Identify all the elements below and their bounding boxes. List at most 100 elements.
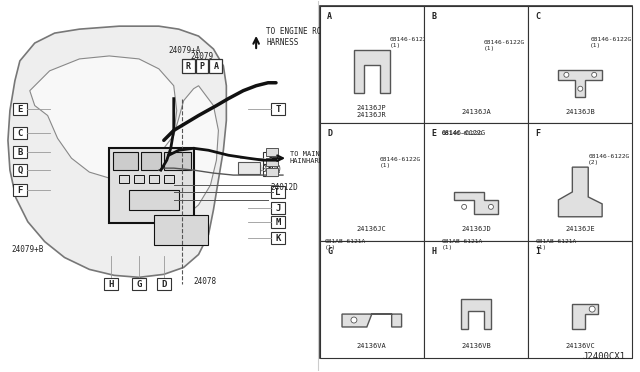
Text: C: C (536, 12, 541, 21)
Text: J: J (275, 204, 281, 213)
Text: F: F (536, 129, 541, 138)
Text: 24079+A: 24079+A (169, 46, 201, 55)
Circle shape (461, 204, 467, 209)
Text: S: S (268, 154, 273, 163)
Text: G: G (136, 280, 141, 289)
Circle shape (374, 296, 380, 302)
Text: 081AB-6121A
(1): 081AB-6121A (1) (324, 239, 366, 250)
Text: F: F (17, 186, 22, 195)
Text: A: A (213, 62, 218, 71)
Text: TO ENGINE ROOM
HARNESS: TO ENGINE ROOM HARNESS (266, 28, 331, 47)
Text: 24136JA: 24136JA (461, 109, 491, 115)
Text: 24136JB: 24136JB (565, 109, 595, 115)
Bar (104, 278, 118, 290)
Circle shape (589, 306, 595, 312)
Polygon shape (559, 167, 602, 217)
Bar (113, 152, 138, 170)
Bar (13, 128, 27, 140)
Circle shape (364, 198, 369, 202)
Text: 24136JC: 24136JC (357, 226, 387, 232)
Polygon shape (454, 68, 498, 92)
Text: 081AB-6121A
(1): 081AB-6121A (1) (442, 239, 483, 250)
Circle shape (483, 182, 488, 186)
Bar (427, 10, 441, 22)
Bar (129, 190, 179, 210)
Text: G: G (327, 247, 332, 256)
Bar (424, 124, 528, 241)
Bar (528, 124, 632, 241)
Bar (528, 6, 632, 124)
Text: 24079: 24079 (191, 52, 214, 61)
Bar (263, 164, 277, 176)
Polygon shape (30, 56, 177, 178)
Bar (266, 158, 278, 166)
Text: P: P (200, 62, 205, 71)
Text: 24136JP
24136JR: 24136JP 24136JR (357, 105, 387, 118)
Text: 24079+B: 24079+B (12, 244, 44, 254)
Circle shape (578, 86, 583, 91)
Polygon shape (454, 192, 498, 214)
Bar (141, 152, 161, 170)
Text: E: E (431, 129, 436, 138)
Circle shape (579, 288, 585, 294)
Bar (424, 6, 528, 124)
Text: M: M (275, 218, 281, 227)
Polygon shape (8, 26, 227, 278)
Text: Q: Q (17, 166, 22, 175)
Bar (238, 162, 260, 174)
Bar (271, 186, 285, 198)
Bar (319, 6, 424, 124)
Circle shape (474, 77, 479, 82)
Text: H: H (431, 247, 436, 256)
Text: A: A (327, 12, 332, 21)
Bar (531, 10, 545, 22)
Bar (271, 232, 285, 244)
Circle shape (577, 177, 583, 183)
Text: 08146-6122G
(1): 08146-6122G (1) (390, 37, 431, 48)
Text: R: R (186, 62, 191, 71)
Text: D: D (327, 129, 332, 138)
Text: D: D (161, 280, 166, 289)
Text: I: I (536, 247, 541, 256)
Bar (263, 152, 277, 164)
Bar (271, 216, 285, 228)
Bar (531, 128, 545, 140)
Bar (13, 164, 27, 176)
Circle shape (488, 204, 493, 209)
Polygon shape (354, 50, 390, 93)
Bar (323, 128, 337, 140)
Text: 24136VC: 24136VC (565, 343, 595, 349)
Circle shape (381, 54, 387, 60)
Text: B: B (431, 12, 436, 21)
Polygon shape (461, 299, 491, 329)
Text: J2400CX1: J2400CX1 (582, 352, 625, 361)
Bar (209, 59, 222, 73)
Text: L: L (275, 188, 281, 197)
Text: 08146-6122G
(1): 08146-6122G (1) (484, 40, 525, 51)
Text: C: C (17, 129, 22, 138)
Circle shape (585, 52, 591, 58)
Bar (266, 168, 278, 176)
Circle shape (351, 317, 357, 323)
Bar (13, 184, 27, 196)
Bar (132, 278, 146, 290)
Text: K: K (275, 234, 281, 243)
Polygon shape (348, 189, 385, 211)
Text: 24078: 24078 (193, 277, 217, 286)
Bar (266, 148, 278, 156)
Text: 24136VB: 24136VB (461, 343, 491, 349)
Bar (528, 241, 632, 358)
Text: 08146-6122G
(1): 08146-6122G (1) (380, 157, 421, 168)
Polygon shape (144, 86, 218, 224)
Text: H: H (109, 280, 114, 289)
Bar (182, 59, 195, 73)
Bar (531, 244, 545, 256)
Text: 24028Q: 24028Q (253, 165, 281, 174)
Circle shape (478, 60, 484, 66)
Bar (196, 59, 209, 73)
Bar (149, 175, 159, 183)
Text: 081AB-6121A
(1): 081AB-6121A (1) (536, 239, 577, 250)
Bar (119, 175, 129, 183)
Text: 24012D: 24012D (270, 183, 298, 192)
Text: 08146-6122G: 08146-6122G (442, 130, 486, 137)
